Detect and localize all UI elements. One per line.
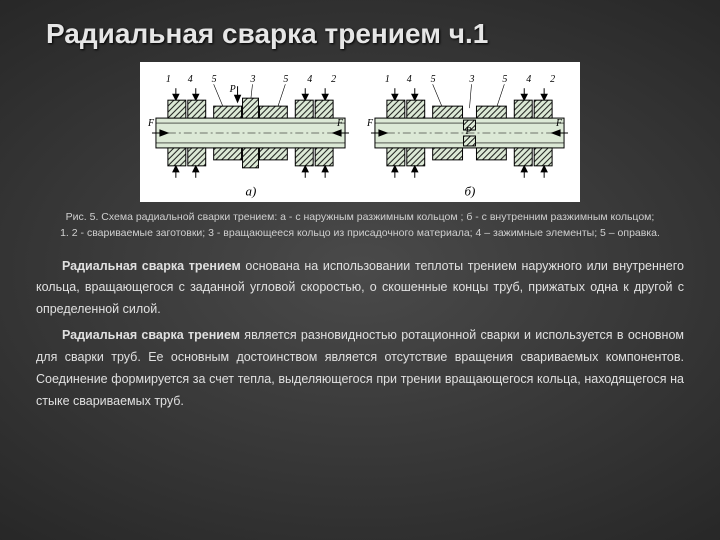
subfigure-b: 1 4 5 3 5 4 2 [365,68,574,200]
label-5d: 5 [502,74,507,85]
label-1: 1 [166,74,171,85]
f-left-b: F [366,118,374,129]
p-label-a: P [229,84,236,95]
page-title: Радиальная сварка трением ч.1 [46,18,684,50]
f-right-b: F [555,118,563,129]
p1-bold: Радиальная сварка трением [62,259,241,273]
figure-caption: Рис. 5. Схема радиальной сварки трением:… [36,210,684,242]
sublabel-a: а) [246,184,257,199]
label-4b: 4 [307,74,312,85]
label-2b: 2 [550,74,555,85]
paragraph-2: Радиальная сварка трением является разно… [36,325,684,413]
label-4c: 4 [407,74,412,85]
body-text: Радиальная сварка трением основана на ис… [36,256,684,413]
sublabel-b: б) [465,184,476,199]
f-right-a: F [336,118,344,129]
f-left-a: F [147,118,155,129]
label-2: 2 [331,74,336,85]
label-5c: 5 [431,74,436,85]
label-4d: 4 [526,74,531,85]
figure: 1 4 5 3 5 4 2 [140,62,580,202]
label-5b: 5 [283,74,288,85]
subfigure-a: 1 4 5 3 5 4 2 [146,68,355,200]
label-3: 3 [250,74,256,85]
label-4: 4 [188,74,193,85]
caption-line1: Рис. 5. Схема радиальной сварки трением:… [36,210,684,226]
label-3b: 3 [469,74,475,85]
figure-container: 1 4 5 3 5 4 2 [36,62,684,202]
caption-line2: 1. 2 - свариваемые заготовки; 3 - вращаю… [36,226,684,242]
label-5: 5 [212,74,217,85]
p2-bold: Радиальная сварка трением [62,328,240,342]
paragraph-1: Радиальная сварка трением основана на ис… [36,256,684,322]
label-1b: 1 [385,74,390,85]
p-label-b: P [465,126,472,137]
